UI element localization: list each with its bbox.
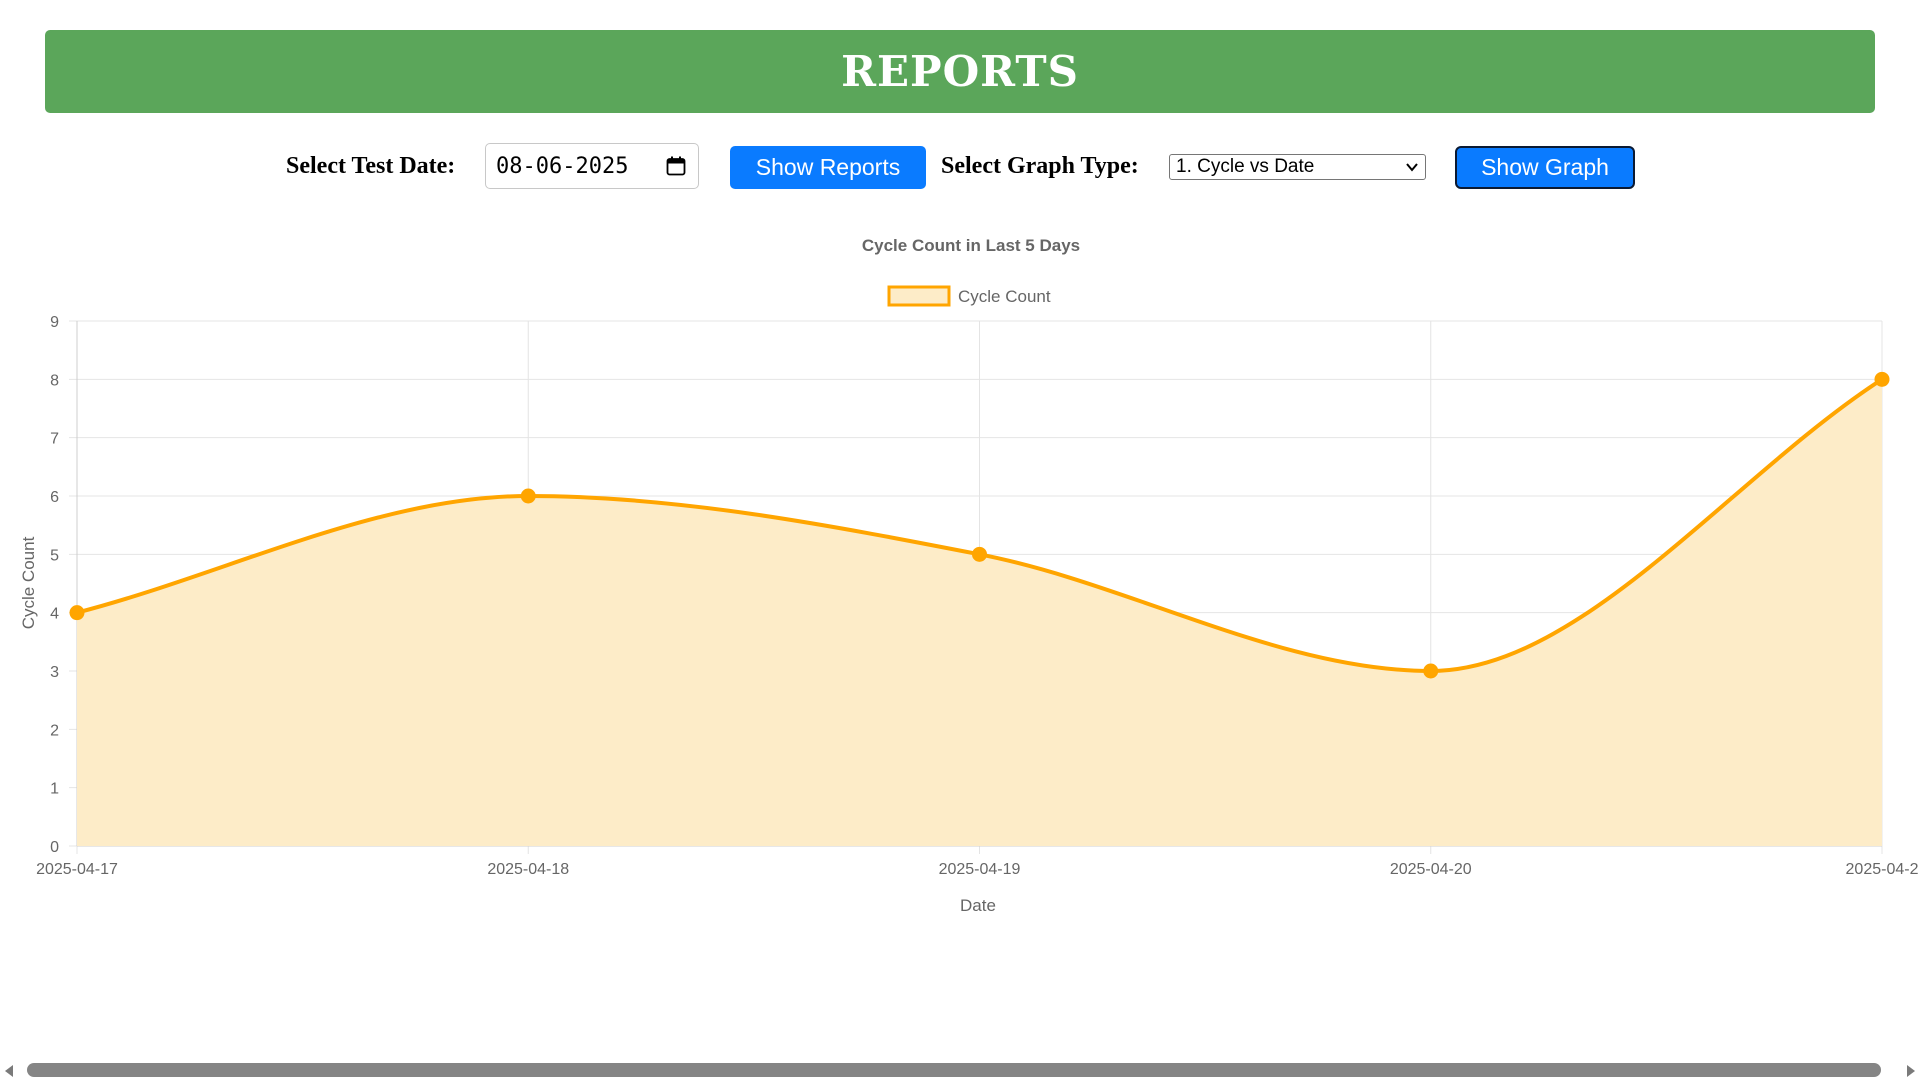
horizontal-scrollbar[interactable] — [0, 1060, 1920, 1080]
data-point — [972, 546, 987, 562]
x-axis-title: Date — [960, 896, 996, 915]
show-graph-button[interactable]: Show Graph — [1455, 146, 1635, 189]
x-tick-label: 2025-04-17 — [36, 861, 118, 878]
show-reports-button[interactable]: Show Reports — [730, 146, 926, 189]
chevron-down-icon — [1406, 163, 1418, 172]
y-tick-label: 2 — [50, 722, 59, 739]
graph-type-label: Select Graph Type: — [941, 153, 1139, 179]
reports-header-banner: REPORTS — [45, 30, 1875, 113]
y-tick-label: 9 — [50, 314, 59, 331]
y-tick-label: 0 — [50, 839, 59, 856]
x-tick-label: 2025-04-18 — [487, 861, 569, 878]
test-date-input[interactable]: 08-06-2025 — [485, 143, 699, 189]
arrow-left-icon[interactable] — [5, 1065, 13, 1077]
y-tick-label: 6 — [50, 489, 59, 506]
cycle-count-chart: Cycle Count in Last 5 Days Cycle Count 0 1 2… — [0, 225, 1920, 925]
page-title: REPORTS — [841, 47, 1079, 96]
x-tick-label: 2025-04-20 — [1390, 861, 1472, 878]
y-tick-label: 3 — [50, 664, 59, 681]
data-point — [1874, 371, 1890, 387]
cycle-count-chart-svg: Cycle Count in Last 5 Days Cycle Count 0 1 2… — [19, 236, 1919, 915]
y-axis-title: Cycle Count — [19, 536, 38, 629]
data-point — [520, 488, 536, 504]
arrow-right-icon[interactable] — [1907, 1065, 1915, 1077]
chart-title: Cycle Count in Last 5 Days — [862, 236, 1080, 255]
y-tick-label: 7 — [50, 431, 59, 448]
legend-label: Cycle Count — [958, 287, 1051, 306]
legend-swatch — [887, 285, 951, 307]
test-date-value: 08-06-2025 — [496, 153, 629, 179]
x-tick-label: 2025-04-19 — [939, 861, 1021, 878]
graph-type-selected-value: 1. Cycle vs Date — [1176, 156, 1315, 177]
data-point — [1423, 663, 1439, 679]
scrollbar-thumb[interactable] — [27, 1063, 1881, 1077]
report-controls: Select Test Date: 08-06-2025 Show Report… — [0, 143, 1920, 191]
data-point — [69, 605, 85, 621]
y-tick-label: 8 — [50, 372, 59, 389]
x-tick-label: 2025-04-2 — [1846, 861, 1919, 878]
graph-type-select[interactable]: 1. Cycle vs Date — [1169, 154, 1426, 180]
calendar-icon[interactable] — [666, 156, 686, 176]
y-tick-label: 5 — [50, 547, 59, 564]
y-tick-label: 1 — [50, 781, 59, 798]
y-tick-label: 4 — [50, 606, 59, 623]
test-date-label: Select Test Date: — [286, 153, 456, 179]
